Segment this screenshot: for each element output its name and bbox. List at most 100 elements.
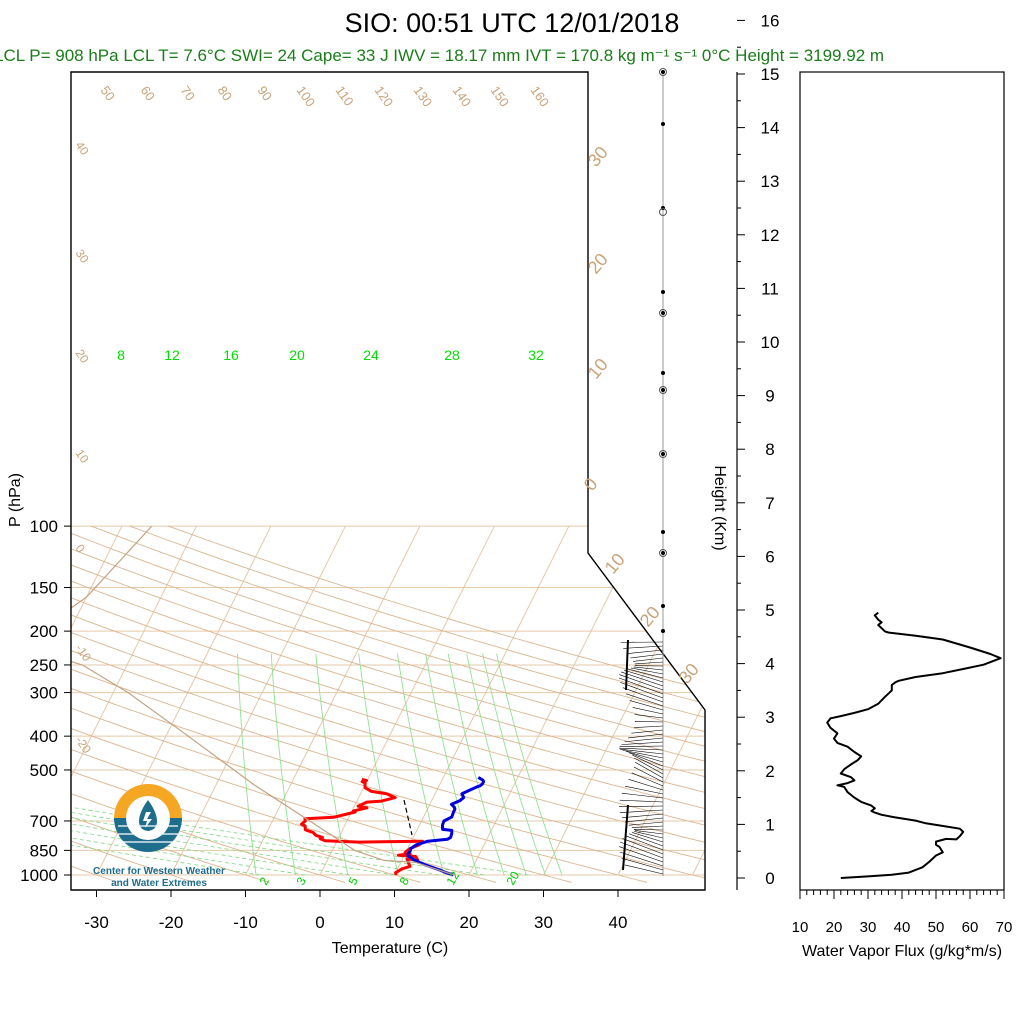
dry-adiabat-label: 70 — [178, 83, 199, 103]
logo-text: Center for Western Weather and Water Ext… — [74, 866, 244, 890]
logo-line-1: Center for Western Weather — [93, 866, 225, 877]
flux-tick-label: 10 — [792, 919, 809, 936]
wind-barb — [632, 832, 664, 843]
dry-adiabat-line — [71, 525, 270, 883]
wind-barb — [619, 809, 664, 813]
flux-tick-label: 60 — [962, 919, 979, 936]
wind-barb — [619, 747, 664, 751]
height-tick-label: 4 — [765, 655, 774, 674]
moist-adiabat-label: 8 — [396, 874, 412, 887]
wind-barb — [622, 838, 664, 855]
flux-tick-label: 50 — [928, 919, 945, 936]
wind-barb — [621, 857, 664, 871]
height-tick-label: 10 — [761, 333, 780, 352]
x-tick-label: -20 — [159, 913, 184, 932]
isotherm-line — [71, 525, 123, 876]
flux-frame — [799, 71, 1005, 891]
wind-barb — [634, 757, 664, 775]
height-tick-label: 11 — [761, 279, 779, 298]
dry-adiabat-line — [71, 525, 705, 883]
mixing-ratio-line — [237, 653, 257, 876]
y-tick-label: 850 — [30, 841, 58, 860]
isotherm-line — [468, 525, 644, 876]
y-tick-label: 300 — [30, 684, 58, 703]
chart-subtitle: LCL P= 908 hPa LCL T= 7.6°C SWI= 24 Cape… — [0, 46, 885, 65]
moist-adiabat-label: 20 — [503, 869, 522, 888]
wind-barb — [626, 693, 664, 707]
wind-barb — [625, 750, 664, 763]
mixing-ratio-line — [270, 653, 296, 876]
wind-barb — [627, 668, 664, 679]
height-tick-label: 6 — [765, 547, 774, 566]
wind-barb — [629, 752, 664, 767]
dry-adiabat-line — [71, 525, 705, 883]
mixing-ratio-label: 24 — [363, 347, 379, 363]
isotherm-line — [71, 525, 197, 876]
y-tick-label: 200 — [30, 622, 58, 641]
chart-title: SIO: 00:51 UTC 12/01/2018 — [344, 8, 680, 38]
wind-barb — [619, 799, 664, 803]
dry-adiabat-label: 0 — [73, 542, 88, 556]
plot-frame — [70, 71, 706, 891]
mixing-ratio-label: 32 — [528, 347, 544, 363]
wind-level-dot — [661, 388, 665, 392]
wind-barb — [621, 671, 664, 687]
height-tick-label: 14 — [761, 119, 780, 138]
height-tick-label: 5 — [765, 601, 774, 620]
lcl-dashed-line — [403, 799, 413, 836]
wind-barb — [620, 748, 664, 755]
dry-adiabat-label: 140 — [450, 83, 475, 109]
x-tick-label: -10 — [233, 913, 258, 932]
height-tick-label: 0 — [765, 869, 774, 888]
isotherm-label: 0 — [580, 474, 602, 495]
calm-wind-circle — [659, 68, 667, 76]
wind-barb — [632, 754, 664, 771]
logo-bolt-icon — [143, 812, 152, 828]
dry-adiabat-line — [71, 525, 705, 883]
dry-adiabat-line — [91, 525, 705, 883]
x-axis-label: Temperature (C) — [332, 940, 448, 957]
wind-barb — [624, 785, 664, 795]
moist-adiabat-line — [71, 735, 440, 876]
wind-barb — [631, 772, 664, 787]
wind-barb — [622, 749, 664, 759]
skewt-profiles — [71, 525, 486, 877]
wind-barb — [634, 721, 664, 723]
wind-barb — [630, 653, 664, 659]
dry-adiabat-line — [71, 525, 705, 883]
wind-barb — [632, 707, 664, 715]
skewt-frame — [70, 71, 706, 891]
wind-barb — [634, 714, 664, 719]
flux-tick-label: 20 — [826, 919, 843, 936]
calm-wind-circle — [659, 386, 667, 394]
wind-barb — [630, 667, 664, 675]
water-vapor-flux-panel: 10 20 30 40 50 60 70 Water Vapor Flux (g/kg*m/s… — [792, 71, 1012, 960]
dry-adiabat-line — [129, 525, 705, 883]
wind-level-dot — [661, 452, 665, 456]
height-tick-label: 8 — [765, 440, 774, 459]
dry-adiabat-label: 60 — [138, 83, 159, 103]
dry-adiabat-label: 90 — [255, 83, 276, 103]
dry-adiabat-line — [71, 525, 705, 883]
dry-adiabat-label: 160 — [528, 83, 553, 109]
isotherm-line — [394, 525, 570, 876]
dry-adiabat-label: 40 — [73, 139, 92, 158]
height-tick-label: 7 — [765, 494, 774, 513]
isotherm-line — [319, 525, 495, 876]
dry-adiabat-line — [168, 525, 705, 883]
y-axis-label: P (hPa) — [7, 473, 24, 527]
x-tick-label: -30 — [84, 913, 109, 932]
wind-barb — [626, 649, 664, 654]
wind-barb — [633, 766, 664, 783]
wind-level-dot — [661, 371, 665, 375]
dry-adiabat-label: 30 — [73, 247, 92, 266]
mixing-ratio-label: 20 — [289, 347, 305, 363]
wind-level-dot — [661, 551, 665, 555]
calm-wind-circle — [659, 450, 667, 458]
wind-barb — [634, 828, 664, 831]
dry-adiabat-label: 80 — [215, 83, 236, 103]
flux-axis-label: Water Vapor Flux (g/kg*m/s) — [802, 943, 1002, 960]
isotherm-label: 10 — [601, 549, 629, 577]
wind-level-dot — [661, 629, 665, 633]
